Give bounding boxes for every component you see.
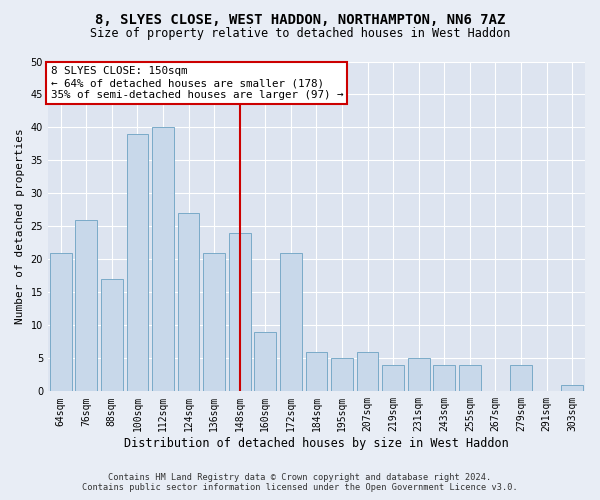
Text: 8 SLYES CLOSE: 150sqm
← 64% of detached houses are smaller (178)
35% of semi-det: 8 SLYES CLOSE: 150sqm ← 64% of detached … [50,66,343,100]
Bar [178,213,199,392]
Bar [459,365,481,392]
Bar [510,365,532,392]
Bar [305,352,328,392]
Bar [127,134,148,392]
Bar [408,358,430,392]
Bar [357,352,379,392]
Bar [433,365,455,392]
Bar [50,253,71,392]
Bar [280,253,302,392]
Bar [382,365,404,392]
X-axis label: Distribution of detached houses by size in West Haddon: Distribution of detached houses by size … [124,437,509,450]
Bar [254,332,276,392]
Text: Size of property relative to detached houses in West Haddon: Size of property relative to detached ho… [90,28,510,40]
Bar [203,253,225,392]
Bar [101,279,123,392]
Y-axis label: Number of detached properties: Number of detached properties [15,128,25,324]
Bar [229,233,251,392]
Bar [152,128,174,392]
Bar [331,358,353,392]
Text: Contains HM Land Registry data © Crown copyright and database right 2024.
Contai: Contains HM Land Registry data © Crown c… [82,473,518,492]
Bar [76,220,97,392]
Bar [562,384,583,392]
Text: 8, SLYES CLOSE, WEST HADDON, NORTHAMPTON, NN6 7AZ: 8, SLYES CLOSE, WEST HADDON, NORTHAMPTON… [95,12,505,26]
